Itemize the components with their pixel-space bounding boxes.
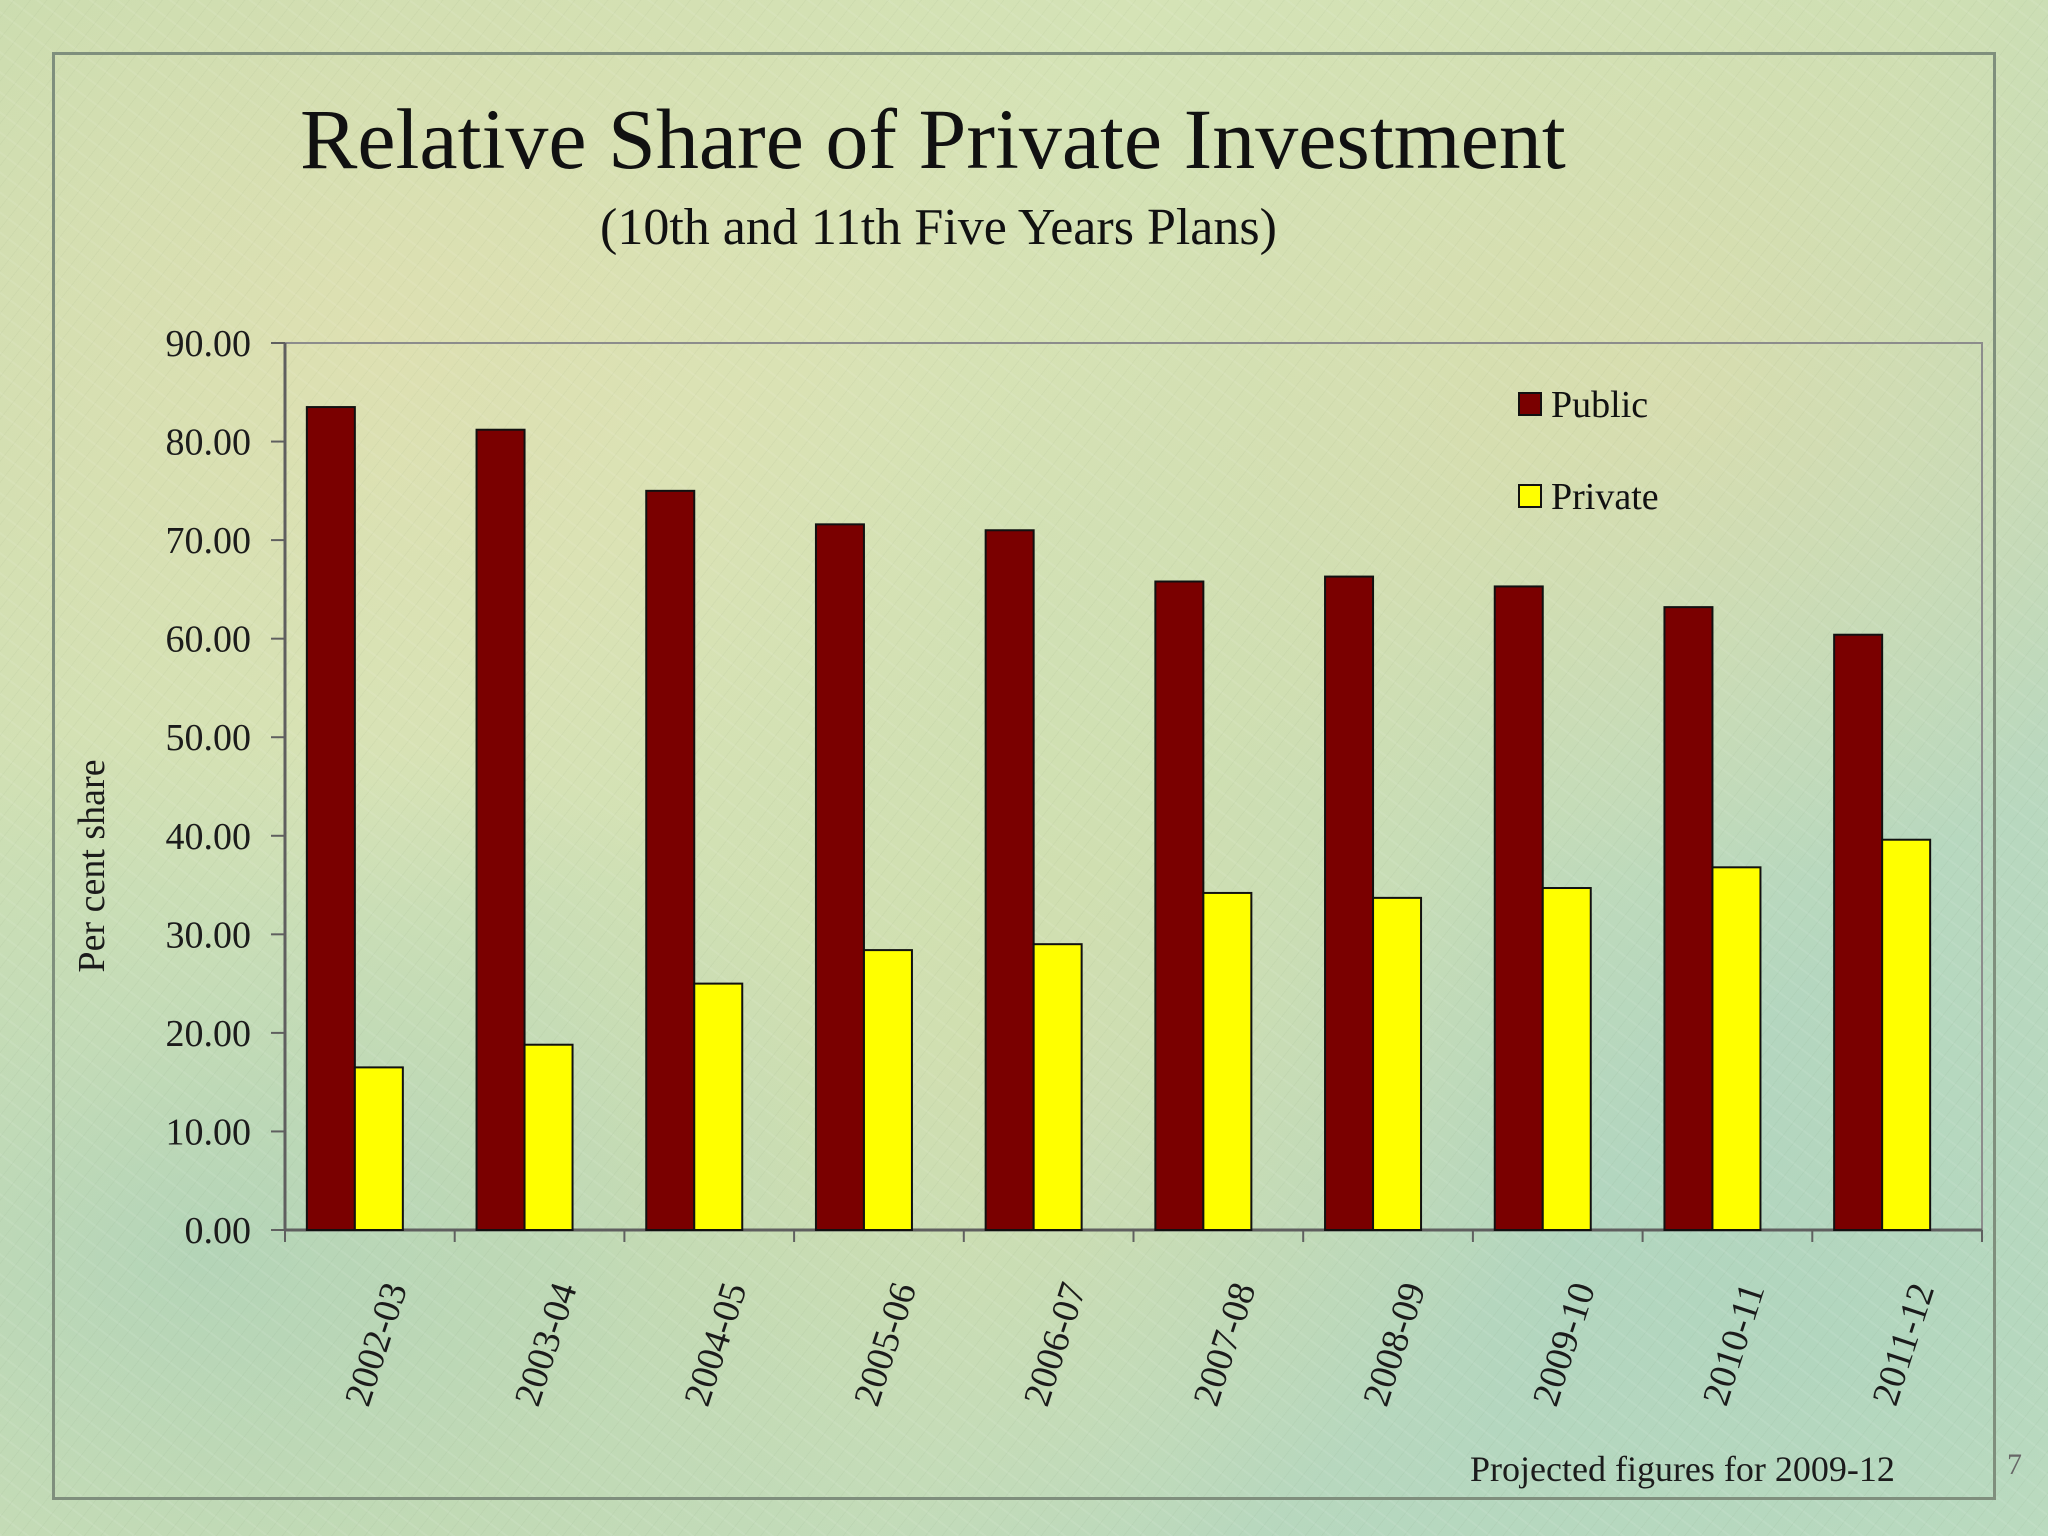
slide-number: 7: [2007, 1448, 2022, 1481]
y-tick-label: 70.00: [166, 520, 252, 562]
x-category-label: 2011-12: [1864, 1278, 1943, 1410]
x-category-label: 2005-06: [846, 1278, 925, 1411]
private-bar: [1711, 866, 1762, 1231]
private-bar: [862, 949, 913, 1231]
chart-subtitle: (10th and 11th Five Years Plans): [600, 199, 1277, 256]
x-category-label: 2010-11: [1695, 1278, 1774, 1410]
private-bar: [1541, 887, 1592, 1231]
y-tick-label: 80.00: [166, 422, 252, 464]
y-tick-label: 10.00: [166, 1111, 252, 1153]
footnote: Projected figures for 2009-12: [1470, 1449, 1895, 1489]
x-category-label: 2006-07: [1016, 1278, 1095, 1411]
chart-title: Relative Share of Private Investment: [300, 91, 1566, 187]
y-tick-label: 90.00: [166, 323, 252, 365]
y-tick-label: 0.00: [185, 1210, 252, 1252]
public-bar: [645, 489, 696, 1232]
slide-frame: [52, 52, 1996, 1500]
public-bar: [1154, 580, 1205, 1231]
public-bar: [305, 406, 356, 1231]
private-bar: [1881, 838, 1932, 1231]
x-category-label: 2009-10: [1525, 1278, 1604, 1411]
public-bar: [814, 523, 865, 1231]
legend-private-label: Private: [1551, 476, 1659, 518]
public-bar: [1833, 633, 1884, 1231]
legend-public-label: Public: [1551, 384, 1648, 426]
public-bar: [1324, 575, 1375, 1231]
public-bar: [1663, 606, 1714, 1231]
y-tick-label: 60.00: [166, 619, 252, 661]
public-bar: [1493, 585, 1544, 1231]
public-bar: [475, 428, 526, 1231]
y-tick-label: 30.00: [166, 914, 252, 956]
x-category-label: 2008-09: [1355, 1278, 1434, 1411]
y-tick-label: 40.00: [166, 816, 252, 858]
x-category-label: 2004-05: [676, 1278, 755, 1411]
public-bar: [984, 529, 1035, 1231]
legend-private-swatch: [1518, 484, 1542, 508]
x-category-label: 2003-04: [507, 1278, 586, 1411]
private-bar: [693, 982, 744, 1231]
x-axis-ticks: [284, 1230, 1983, 1242]
y-axis-ticks: 0.00 10.00 20.00 30.00 40.00 50.00 60.00 70.00 8…: [166, 323, 285, 1252]
private-bar: [353, 1066, 404, 1231]
legend-public-swatch: [1518, 392, 1542, 416]
x-category-label: 2007-08: [1185, 1278, 1264, 1411]
private-bar: [523, 1043, 574, 1232]
private-bar: [1032, 943, 1083, 1231]
x-category-label: 2002-03: [337, 1278, 416, 1411]
private-bar: [1372, 896, 1423, 1232]
x-axis-labels: 2002-03 2003-04 2004-05 2005-06 2006-07 2007-…: [337, 1278, 1943, 1411]
bars-group: [305, 406, 1932, 1232]
legend: Public Private: [1518, 384, 1659, 518]
private-bar: [1202, 891, 1253, 1231]
y-tick-label: 50.00: [166, 717, 252, 759]
y-tick-label: 20.00: [166, 1013, 252, 1055]
y-axis-label: Per cent share: [71, 759, 113, 972]
